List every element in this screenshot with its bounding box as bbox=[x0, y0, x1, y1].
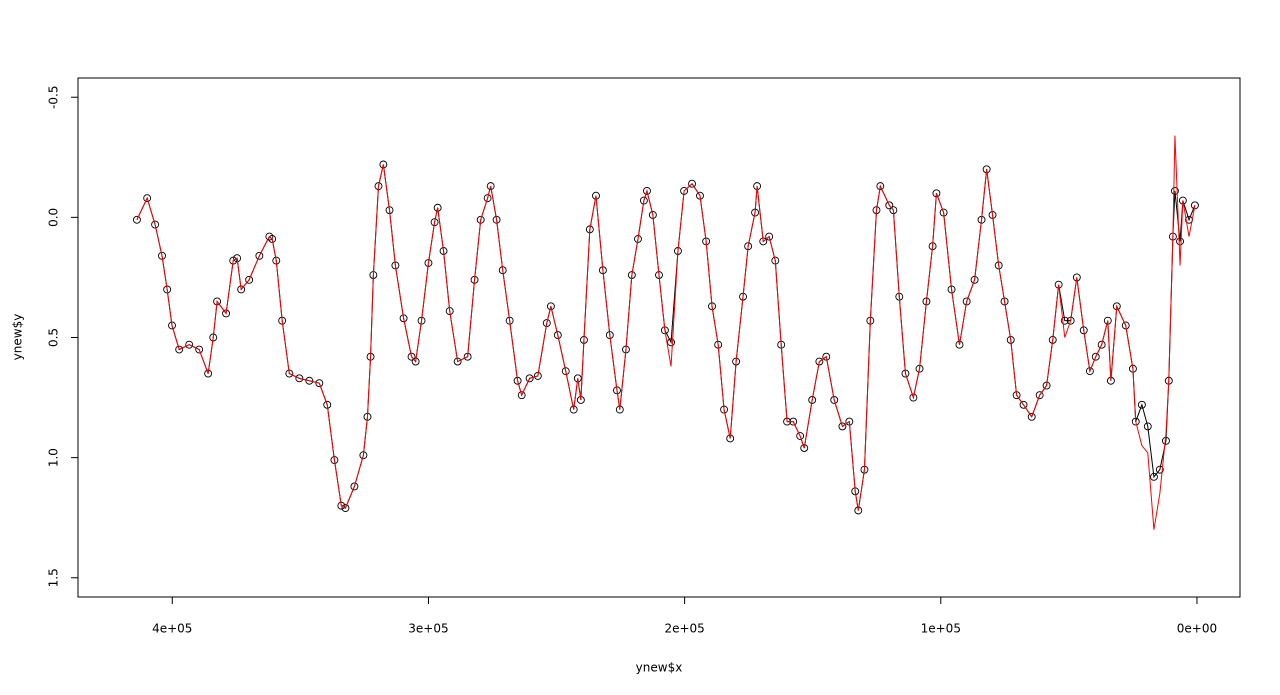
point bbox=[1019, 400, 1028, 409]
point bbox=[1155, 465, 1164, 474]
point bbox=[453, 357, 462, 366]
x-tick-label: 0e+00 bbox=[1177, 622, 1217, 636]
point bbox=[1027, 412, 1036, 421]
point bbox=[667, 338, 675, 347]
point bbox=[800, 444, 809, 452]
point bbox=[337, 501, 346, 510]
point bbox=[1091, 352, 1100, 361]
point bbox=[255, 251, 264, 260]
point bbox=[151, 220, 160, 229]
point bbox=[268, 235, 277, 243]
y-tick-label: -0.5 bbox=[47, 86, 61, 109]
series-line bbox=[136, 135, 1196, 530]
point bbox=[132, 215, 141, 224]
point bbox=[1097, 340, 1106, 349]
point bbox=[1190, 201, 1199, 210]
point bbox=[822, 352, 831, 361]
point bbox=[546, 302, 555, 311]
point bbox=[517, 391, 526, 400]
point bbox=[175, 345, 184, 354]
point bbox=[411, 357, 420, 366]
point bbox=[909, 393, 918, 402]
point bbox=[830, 396, 839, 404]
point bbox=[185, 340, 194, 349]
x-tick-label: 4e+05 bbox=[152, 622, 192, 636]
point bbox=[553, 331, 562, 340]
plot-frame bbox=[77, 77, 1241, 598]
point bbox=[688, 179, 696, 188]
point bbox=[561, 367, 570, 376]
point bbox=[430, 218, 439, 227]
point bbox=[1170, 186, 1179, 195]
point bbox=[143, 194, 152, 203]
point bbox=[854, 506, 863, 515]
point bbox=[158, 251, 166, 260]
point bbox=[483, 194, 492, 203]
point bbox=[245, 275, 254, 284]
point bbox=[765, 232, 774, 241]
point bbox=[399, 314, 408, 323]
point bbox=[808, 396, 817, 404]
point bbox=[1176, 237, 1185, 246]
point bbox=[796, 432, 805, 440]
y-tick-label: 1.0 bbox=[47, 448, 61, 467]
point bbox=[1143, 422, 1152, 431]
y-axis-label: ynew$y bbox=[11, 314, 25, 361]
point bbox=[1060, 316, 1069, 325]
point bbox=[486, 182, 495, 191]
point bbox=[1035, 391, 1044, 400]
point bbox=[1085, 367, 1094, 376]
point bbox=[525, 374, 534, 383]
point bbox=[1121, 321, 1130, 330]
point bbox=[295, 374, 304, 383]
point bbox=[838, 422, 847, 431]
point bbox=[815, 357, 824, 366]
point bbox=[305, 376, 314, 385]
point bbox=[195, 345, 204, 354]
point bbox=[876, 182, 885, 191]
point bbox=[1137, 400, 1146, 409]
y-tick-label: 0.5 bbox=[47, 328, 61, 347]
point bbox=[533, 371, 542, 380]
point bbox=[407, 352, 416, 361]
point bbox=[341, 504, 350, 513]
point bbox=[542, 319, 551, 328]
point bbox=[639, 196, 648, 205]
point bbox=[265, 232, 274, 241]
point bbox=[885, 201, 894, 210]
point bbox=[1149, 472, 1158, 481]
x-tick-label: 3e+05 bbox=[408, 622, 448, 636]
y-tick-label: 0.0 bbox=[47, 208, 61, 227]
point bbox=[643, 186, 651, 195]
x-tick-label: 1e+05 bbox=[921, 622, 961, 636]
point bbox=[1000, 297, 1009, 306]
point bbox=[634, 235, 642, 243]
x-axis-label: ynew$x bbox=[636, 661, 683, 675]
x-tick-label: 2e+05 bbox=[664, 622, 704, 636]
y-tick-label: 1.5 bbox=[47, 568, 61, 587]
point bbox=[315, 379, 324, 388]
point bbox=[350, 482, 359, 491]
point bbox=[962, 297, 971, 306]
